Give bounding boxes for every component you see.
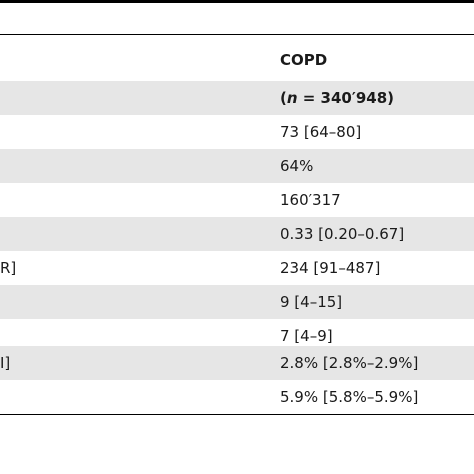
table-row: 5.9% [5.8%–5.9%] xyxy=(0,380,474,414)
header-rule xyxy=(0,34,474,35)
row-value: 9 [4–15] xyxy=(280,293,343,311)
table-row: 9 [4–15] xyxy=(0,285,474,319)
table-row: 160′317 xyxy=(0,183,474,217)
row-label: I] xyxy=(0,354,11,372)
table-bottom-rule xyxy=(0,414,474,415)
row-value: 0.33 [0.20–0.67] xyxy=(280,225,405,243)
row-value: 73 [64–80] xyxy=(280,123,362,141)
copd-sample-size: (n = 340′948) xyxy=(280,89,394,107)
copd-column-header: COPD xyxy=(280,51,328,69)
table-row: 73 [64–80] xyxy=(0,115,474,149)
row-value: 5.9% [5.8%–5.9%] xyxy=(280,388,419,406)
row-value: 234 [91–487] xyxy=(280,259,381,277)
header-row-group: COPD xyxy=(0,40,474,80)
row-value: 2.8% [2.8%–2.9%] xyxy=(280,354,419,372)
row-value: 64% xyxy=(280,157,314,175)
table-row: 7 [4–9] xyxy=(0,319,474,353)
table-row: 64% xyxy=(0,149,474,183)
row-value: 7 [4–9] xyxy=(280,327,333,345)
table-row: I] 2.8% [2.8%–2.9%] xyxy=(0,346,474,380)
table-top-rule xyxy=(0,0,474,3)
row-label: R] xyxy=(0,259,17,277)
row-value: 160′317 xyxy=(280,191,341,209)
table-row: R] 234 [91–487] xyxy=(0,251,474,285)
header-row-n: (n = 340′948) xyxy=(0,81,474,115)
table-row: 0.33 [0.20–0.67] xyxy=(0,217,474,251)
